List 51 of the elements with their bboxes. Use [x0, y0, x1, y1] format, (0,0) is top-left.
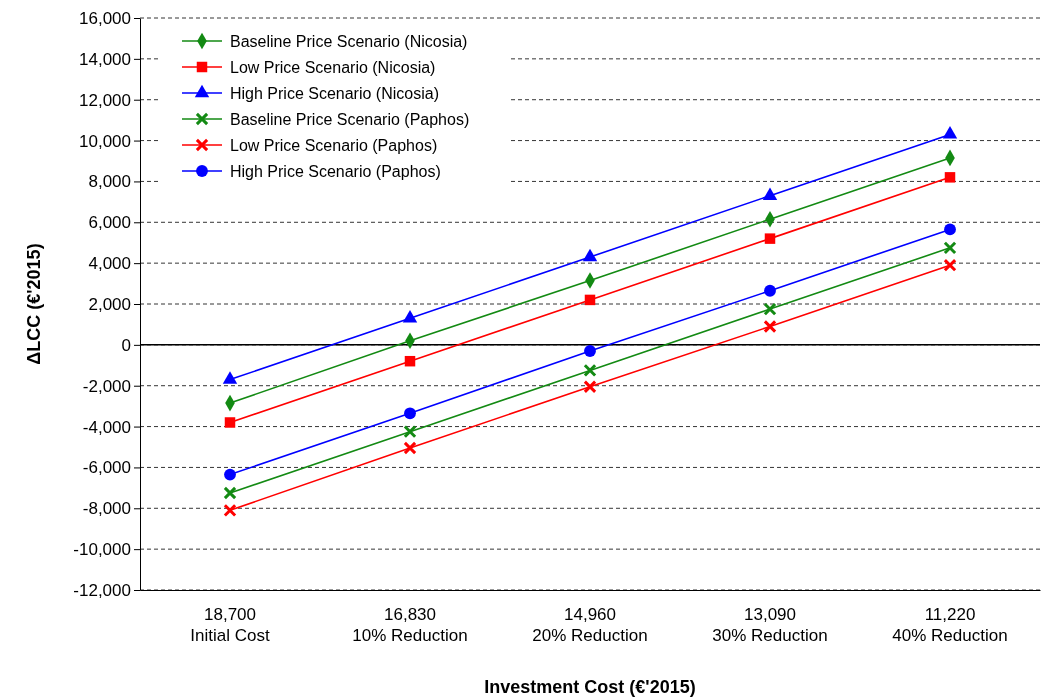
point	[764, 233, 776, 244]
point	[942, 126, 958, 139]
legend-label: High Price Scenario (Paphos)	[230, 163, 441, 180]
y-axis-title: ΔLCC (€'2015)	[24, 243, 44, 365]
legend-label: Baseline Price Scenario (Nicosia)	[230, 33, 468, 50]
y-tick-label: -10,000	[73, 540, 131, 560]
legend-label: Low Price Scenario (Nicosia)	[230, 59, 436, 76]
y-tick-label: -6,000	[82, 458, 131, 478]
point	[944, 172, 956, 183]
x-axis-title: Investment Cost (€'2015)	[484, 677, 696, 697]
y-tick-label: -12,000	[73, 580, 131, 600]
y-tick-label: 10,000	[79, 131, 131, 151]
y-tick-label: -2,000	[82, 376, 131, 396]
x-tick-label: 14,960 20% Reduction	[532, 605, 648, 645]
x-tick-label: 16,830 10% Reduction	[352, 605, 468, 645]
point	[763, 302, 777, 316]
y-tick-label: 16,000	[79, 8, 131, 28]
point	[583, 380, 597, 394]
point	[943, 258, 957, 272]
x-tick-label: 18,700 Initial Cost	[190, 605, 270, 645]
y-tick-label: 6,000	[88, 213, 131, 233]
point	[223, 503, 237, 517]
point	[584, 294, 596, 306]
point	[584, 345, 596, 357]
point	[762, 187, 778, 200]
y-tick-label: 4,000	[88, 254, 131, 274]
y-tick-label: 2,000	[88, 294, 131, 314]
legend-label: Baseline Price Scenario (Paphos)	[230, 111, 470, 128]
point	[764, 284, 776, 297]
legend-label: Low Price Scenario (Paphos)	[230, 137, 438, 154]
y-tick-label: 8,000	[88, 172, 131, 192]
x-tick-label: 11,220 40% Reduction	[892, 605, 1008, 645]
point	[224, 468, 236, 481]
y-tick-label: -8,000	[82, 499, 131, 519]
point	[404, 407, 416, 420]
y-tick-label: 12,000	[79, 90, 131, 110]
point	[223, 486, 237, 500]
point	[763, 319, 777, 334]
y-tick-label: 14,000	[79, 49, 131, 69]
point	[943, 241, 957, 255]
point	[582, 248, 598, 262]
y-tick-label: -4,000	[82, 417, 131, 437]
y-tick-label: 0	[121, 335, 131, 355]
point	[403, 441, 417, 455]
point	[403, 425, 417, 439]
point	[224, 417, 236, 428]
legend-label: High Price Scenario (Nicosia)	[230, 85, 439, 102]
x-tick-label: 13,090 30% Reduction	[712, 605, 828, 645]
point	[583, 363, 597, 378]
point	[944, 223, 956, 236]
point	[404, 355, 416, 367]
